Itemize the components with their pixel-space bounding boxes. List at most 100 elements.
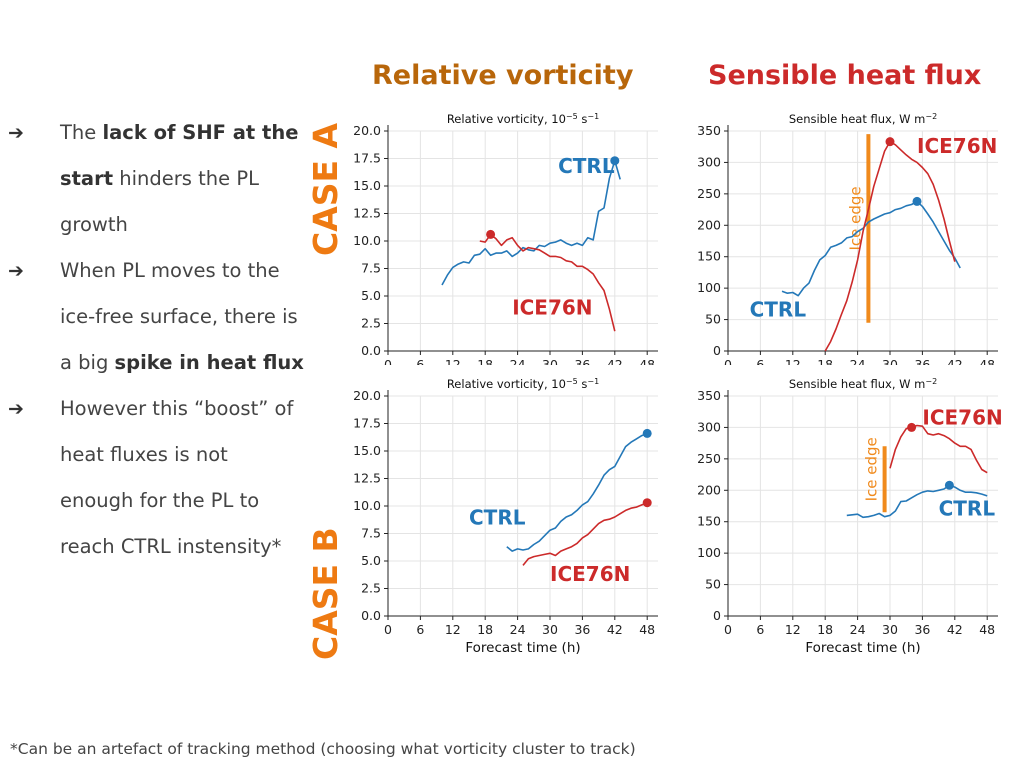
series-marker-ctrl	[912, 196, 922, 206]
title-superscript: −5	[566, 112, 578, 121]
y-tick-label: 5.0	[361, 553, 381, 568]
y-tick-label: 250	[697, 451, 721, 466]
x-tick-label: 12	[445, 622, 461, 637]
x-tick-label: 0	[384, 622, 392, 637]
x-axis-label: Forecast time (h)	[805, 640, 920, 656]
title-superscript: −2	[925, 112, 937, 121]
x-tick-label: 48	[979, 622, 995, 637]
series-line-ctrl	[846, 484, 988, 519]
shf-column-header: Sensible heat flux	[708, 60, 982, 91]
y-tick-label: 20.0	[353, 123, 381, 138]
panel-title: Sensible heat flux, W m−2	[789, 377, 937, 391]
arrow-icon: ➔	[8, 260, 24, 282]
title-part: s	[578, 112, 588, 126]
x-tick-label: 30	[542, 622, 558, 637]
x-tick-label: 48	[979, 357, 995, 365]
bullet-item: ➔ When PL moves to the ice-free surface, …	[8, 248, 306, 386]
title-part: Relative vorticity, 10	[447, 377, 566, 391]
title-superscript: −1	[587, 112, 599, 121]
y-tick-label: 250	[697, 186, 721, 201]
y-tick-label: 150	[697, 514, 721, 529]
bullet-item: ➔ The lack of SHF at the start hinders th…	[8, 110, 306, 248]
x-tick-label: 42	[607, 357, 623, 365]
x-tick-label: 42	[947, 622, 963, 637]
series-line-ice76n	[522, 501, 648, 566]
series-line-ctrl	[781, 200, 961, 297]
bullet-item: ➔ However this “boost” of heat fluxes is …	[8, 386, 306, 570]
series-marker-ice76n	[642, 498, 652, 508]
x-tick-label: 18	[817, 622, 833, 637]
x-tick-label: 6	[416, 357, 424, 365]
x-tick-label: 30	[882, 357, 898, 365]
footnote: *Can be an artefact of tracking method (…	[10, 740, 636, 758]
arrow-icon: ➔	[8, 398, 24, 420]
series-line-ctrl	[506, 432, 648, 552]
x-tick-label: 6	[416, 622, 424, 637]
x-tick-label: 30	[542, 357, 558, 365]
bullet-emphasis: lack of SHF at the start	[60, 121, 299, 190]
x-tick-label: 42	[947, 357, 963, 365]
x-tick-label: 24	[510, 622, 526, 637]
y-tick-label: 15.0	[353, 178, 381, 193]
x-tick-label: 0	[724, 357, 732, 365]
x-tick-label: 18	[477, 357, 493, 365]
bullet-run: hinders the PL growth	[60, 167, 259, 236]
x-tick-label: 12	[785, 357, 801, 365]
vorticity-column-header: Relative vorticity	[372, 60, 634, 91]
x-tick-label: 6	[756, 622, 764, 637]
y-tick-label: 0.0	[361, 608, 381, 623]
series-marker-ice76n	[486, 229, 496, 239]
x-tick-label: 36	[914, 622, 930, 637]
series-label-ice76n: ICE76N	[917, 134, 997, 158]
bullet-run: When PL moves to the ice-free surface, t…	[60, 259, 298, 374]
bullet-list: ➔ The lack of SHF at the start hinders th…	[8, 110, 306, 570]
y-tick-label: 2.5	[361, 316, 381, 331]
series-label-ice76n: ICE76N	[922, 405, 1002, 429]
bullet-text: However this “boost” of heat fluxes is n…	[60, 397, 293, 558]
y-tick-label: 0.0	[361, 343, 381, 358]
series-line-ice76n	[479, 233, 616, 332]
y-tick-label: 50	[705, 312, 721, 327]
x-tick-label: 18	[477, 622, 493, 637]
series-label-ctrl: CTRL	[558, 154, 615, 178]
series-marker-ice76n	[885, 137, 895, 147]
title-superscript: −5	[566, 377, 578, 386]
y-tick-label: 17.5	[353, 151, 381, 166]
x-axis-label: Forecast time (h)	[465, 640, 580, 656]
series-label-ctrl: CTRL	[939, 496, 996, 520]
y-tick-label: 20.0	[353, 388, 381, 403]
panel-title: Relative vorticity, 10−5 s−1	[447, 377, 599, 391]
series-marker-ctrl	[944, 480, 954, 490]
bullet-text: When PL moves to the ice-free surface, t…	[60, 259, 304, 374]
y-tick-label: 10.0	[353, 233, 381, 248]
series-marker-ice76n	[907, 422, 917, 432]
arrow-icon: ➔	[8, 122, 24, 144]
x-tick-label: 48	[639, 622, 655, 637]
bullet-run: However this “boost” of heat fluxes is n…	[60, 397, 294, 558]
x-tick-label: 36	[574, 622, 590, 637]
x-tick-label: 30	[882, 622, 898, 637]
title-part: Relative vorticity, 10	[447, 112, 566, 126]
y-tick-label: 12.5	[353, 206, 381, 221]
series-line-ctrl	[441, 159, 621, 286]
series-marker-ctrl	[642, 428, 652, 438]
x-tick-label: 18	[817, 357, 833, 365]
y-tick-label: 15.0	[353, 443, 381, 458]
y-tick-label: 12.5	[353, 471, 381, 486]
series-label-ctrl: CTRL	[750, 297, 807, 321]
x-tick-label: 12	[445, 357, 461, 365]
x-tick-label: 24	[850, 622, 866, 637]
y-tick-label: 0	[713, 343, 721, 358]
bullet-run: The	[60, 121, 103, 144]
title-superscript: −2	[925, 377, 937, 386]
x-tick-label: 36	[914, 357, 930, 365]
series-line-ice76n	[889, 424, 988, 474]
y-tick-label: 100	[697, 545, 721, 560]
x-tick-label: 48	[639, 357, 655, 365]
y-tick-label: 200	[697, 217, 721, 232]
y-tick-label: 7.5	[361, 261, 381, 276]
y-tick-label: 300	[697, 419, 721, 434]
y-tick-label: 10.0	[353, 498, 381, 513]
ice-edge-label: Ice edge	[863, 437, 881, 501]
y-tick-label: 7.5	[361, 526, 381, 541]
